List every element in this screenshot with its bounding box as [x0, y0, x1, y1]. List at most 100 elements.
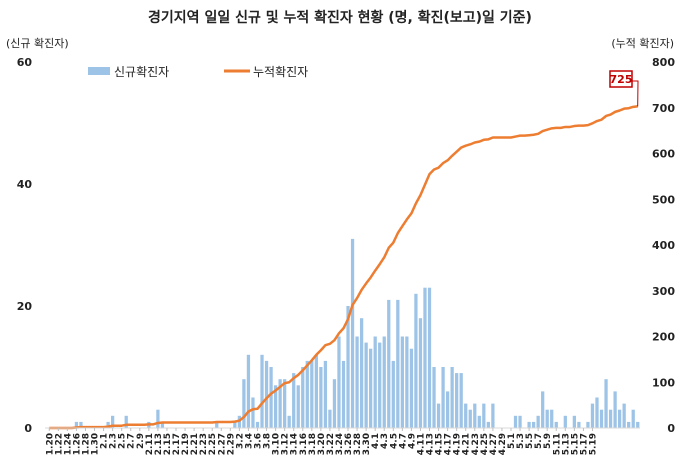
x-tick-label: 2.21	[190, 433, 200, 455]
daily-bar	[242, 379, 246, 428]
daily-bar	[441, 367, 445, 428]
daily-bar	[364, 342, 368, 428]
daily-bar	[283, 379, 287, 428]
daily-bar	[369, 348, 373, 428]
daily-bar	[518, 415, 522, 428]
daily-bar	[513, 415, 518, 428]
x-tick-label: 3.20	[317, 433, 327, 455]
daily-bar	[572, 415, 576, 428]
daily-bar	[604, 379, 608, 428]
x-tick-label: 2.15	[163, 433, 173, 455]
daily-bar	[545, 409, 549, 428]
x-tick-label: 4.25	[480, 433, 490, 455]
left-axis-unit: (신규 확진자)	[6, 37, 69, 50]
x-tick-label: 2.7	[127, 433, 137, 449]
x-tick-label: 2.19	[181, 433, 191, 455]
right-tick-label: 600	[652, 148, 675, 161]
daily-bar	[387, 299, 391, 428]
daily-bar	[536, 415, 540, 428]
right-tick-label: 400	[652, 239, 675, 252]
x-tick-label: 3.16	[299, 433, 309, 455]
daily-bar	[455, 373, 459, 428]
x-tick-label: 2.13	[154, 433, 164, 455]
daily-bar	[391, 360, 395, 428]
daily-bar	[323, 360, 328, 428]
left-tick-label: 20	[17, 300, 33, 313]
daily-bar	[418, 318, 423, 428]
daily-bar	[627, 421, 631, 428]
right-tick-label: 200	[652, 331, 675, 344]
daily-bar	[332, 379, 337, 428]
legend-line-label: 누적확진자	[253, 65, 308, 79]
x-tick-label: 4.5	[389, 433, 399, 449]
daily-bar	[382, 336, 386, 428]
chart-title: 경기지역 일일 신규 및 누적 확진자 현황 (명, 확진(보고)일 기준)	[148, 9, 532, 26]
daily-bar	[106, 421, 110, 428]
x-tick-label: 2.9	[136, 433, 146, 449]
daily-bar	[359, 318, 364, 428]
daily-bar	[432, 367, 436, 428]
x-tick-label: 4.13	[426, 433, 436, 455]
daily-bar	[636, 421, 640, 428]
x-tick-label: 3.8	[263, 433, 273, 449]
x-tick-label: 4.23	[471, 433, 481, 455]
x-tick-label: 1.22	[54, 433, 64, 455]
daily-bar	[378, 342, 382, 428]
daily-bar	[260, 354, 264, 428]
x-tick-label: 3.18	[308, 433, 318, 455]
daily-bar	[459, 373, 463, 428]
daily-bar	[400, 336, 404, 428]
daily-bar	[305, 360, 309, 428]
daily-bar	[310, 360, 314, 428]
x-tick-label: 2.11	[145, 433, 155, 455]
daily-bar	[273, 385, 278, 428]
cumulative-line	[49, 105, 638, 430]
x-tick-label: 1.30	[91, 433, 101, 455]
x-tick-label: 5.15	[570, 433, 580, 455]
left-axis-ticks: 0 20 40 60	[17, 56, 33, 435]
x-tick-label: 1.24	[63, 433, 73, 455]
left-tick-label: 0	[24, 422, 32, 435]
x-tick-label: 4.19	[453, 433, 463, 455]
daily-bar	[577, 421, 581, 428]
daily-bar	[287, 415, 291, 428]
end-callout: 725	[609, 70, 639, 107]
x-tick-label: 3.6	[253, 433, 263, 449]
x-tick-label: 1.20	[45, 433, 55, 455]
daily-bar	[563, 415, 567, 428]
daily-bar	[296, 385, 300, 428]
x-tick-label: 5.19	[588, 433, 598, 455]
daily-bar	[355, 336, 359, 428]
x-tick-label: 2.3	[109, 433, 119, 449]
daily-bar	[255, 421, 260, 428]
x-tick-label: 4.15	[435, 433, 445, 455]
x-tick-label: 4.29	[498, 433, 508, 455]
callout-value: 725	[610, 73, 633, 86]
left-tick-label: 60	[17, 56, 33, 69]
daily-bar	[269, 367, 273, 428]
daily-bar	[464, 403, 468, 428]
daily-bar	[531, 421, 536, 428]
daily-bar	[246, 354, 251, 428]
x-tick-label: 2.5	[118, 433, 128, 449]
right-tick-label: 300	[652, 285, 675, 298]
daily-bar	[160, 421, 165, 428]
daily-bar	[409, 348, 414, 428]
daily-bar	[337, 336, 341, 428]
daily-bar	[631, 409, 635, 428]
x-tick-label: 2.17	[172, 433, 182, 455]
x-axis-ticks: 1.20 1.22 1.24 1.26 1.28 1.30 2.1 2.3 2.5 2.7 2.9 2…	[45, 428, 598, 455]
daily-bar	[292, 373, 296, 428]
x-tick-label: 5.13	[561, 433, 571, 455]
daily-bar	[251, 397, 255, 428]
x-tick-label: 4.27	[489, 433, 499, 455]
x-tick-label: 4.3	[380, 433, 390, 449]
daily-bars	[74, 238, 640, 428]
daily-bar	[233, 421, 237, 428]
daily-bar	[477, 415, 481, 428]
daily-bar	[590, 403, 595, 428]
x-tick-label: 2.25	[208, 433, 218, 455]
right-axis-ticks: 0 100 200 300 400 500 600 700 800	[652, 56, 675, 435]
daily-bar	[79, 421, 83, 428]
callout-leader	[632, 80, 639, 107]
